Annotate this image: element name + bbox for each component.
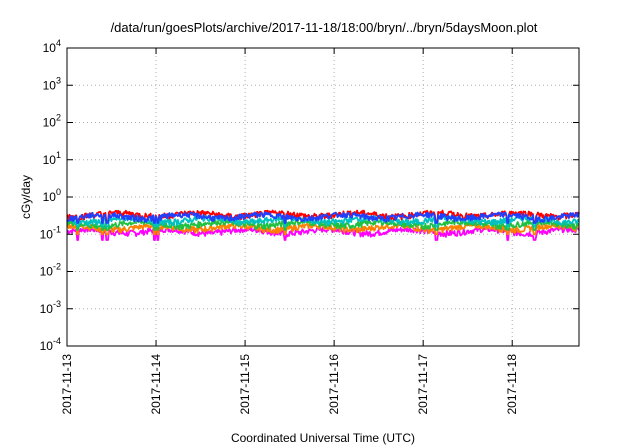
chart-title: /data/run/goesPlots/archive/2017-11-18/1… bbox=[111, 20, 538, 35]
x-tick-label: 2017-11-14 bbox=[149, 354, 163, 415]
x-tick-label: 2017-11-17 bbox=[416, 354, 430, 415]
series-line bbox=[66, 211, 580, 224]
x-tick-label: 2017-11-16 bbox=[327, 354, 341, 415]
y-tick-label: 10-3 bbox=[40, 299, 61, 316]
x-tick-label: 2017-11-13 bbox=[60, 354, 74, 415]
y-tick-label: 100 bbox=[43, 187, 61, 204]
x-axis-ticks: 2017-11-13 2017-11-14 2017-11-15 2017-11-16… bbox=[60, 48, 519, 415]
series-layer bbox=[66, 209, 580, 241]
y-tick-label: 10-1 bbox=[40, 224, 61, 241]
grid bbox=[67, 48, 579, 346]
x-tick-label: 2017-11-18 bbox=[505, 354, 519, 415]
y-axis-ticks: 10-4 10-3 10-2 10-1 100 101 102 103 104 bbox=[40, 38, 579, 353]
y-tick-label: 10-4 bbox=[40, 336, 61, 353]
x-tick-label: 2017-11-15 bbox=[238, 354, 252, 415]
y-tick-label: 102 bbox=[43, 113, 61, 130]
y-tick-label: 104 bbox=[43, 38, 61, 55]
y-tick-label: 101 bbox=[43, 150, 61, 167]
y-axis-label: cGy/day bbox=[19, 175, 33, 219]
y-tick-label: 103 bbox=[43, 75, 61, 92]
y-tick-label: 10-2 bbox=[40, 262, 61, 279]
x-axis-label: Coordinated Universal Time (UTC) bbox=[231, 431, 415, 445]
